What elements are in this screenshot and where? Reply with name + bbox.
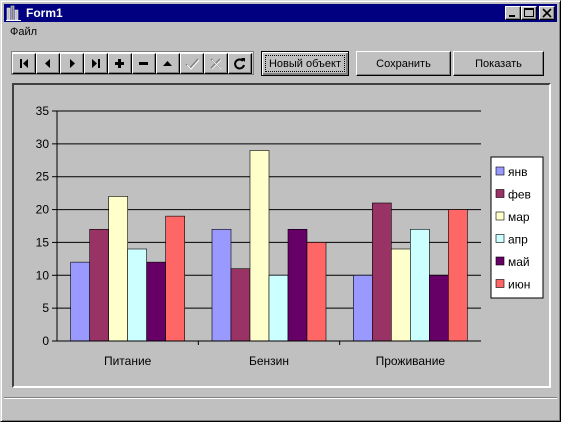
x-category-label: Проживание: [376, 354, 446, 368]
cancel-x-icon: [210, 58, 222, 70]
legend-label: мар: [508, 210, 530, 224]
bar-апр-2: [410, 228, 430, 342]
new-object-button[interactable]: Новый объект: [261, 51, 349, 76]
nav-refresh-button[interactable]: [228, 53, 252, 74]
legend-swatch: [495, 256, 505, 266]
save-button[interactable]: Сохранить: [356, 51, 451, 76]
y-tick-label: 10: [36, 268, 50, 282]
legend-swatch: [495, 279, 505, 288]
bar-апр-0: [127, 248, 147, 342]
chart-panel: 0 5 10 15 20 25 30 35 Питание Бензин Проживание я…: [12, 83, 551, 388]
bar-апр-1: [268, 274, 289, 342]
bar-мар-2: [391, 248, 411, 342]
y-tick-label: 30: [36, 137, 50, 151]
y-tick-label: 20: [36, 203, 50, 217]
bar-июн-0: [165, 215, 185, 342]
bar-май-1: [287, 228, 308, 342]
x-axis: Питание Бензин Проживание: [57, 340, 481, 368]
minimize-button[interactable]: [505, 6, 521, 20]
legend-label: июн: [508, 278, 530, 292]
y-tick-label: 5: [42, 301, 49, 315]
legend-label: апр: [508, 233, 528, 247]
status-bar: [4, 397, 557, 399]
legend-swatch: [495, 211, 505, 221]
nav-cancel-button[interactable]: [204, 53, 228, 74]
prior-record-icon: [45, 59, 50, 68]
check-icon: [185, 58, 200, 70]
y-tick-label: 35: [36, 104, 50, 118]
legend-label: фев: [508, 188, 531, 202]
bar-мар-0: [108, 196, 128, 342]
first-record-icon: [20, 59, 28, 68]
bar-chart: 0 5 10 15 20 25 30 35 Питание Бензин Проживание я…: [36, 104, 544, 368]
refresh-icon: [234, 58, 245, 70]
legend: янв фев мар апр май июн: [490, 156, 544, 299]
bar-фев-2: [372, 202, 392, 342]
save-label: Сохранить: [376, 57, 431, 70]
y-axis: 0 5 10 15 20 25 30 35: [36, 104, 58, 348]
maximize-icon: [524, 8, 534, 17]
app-icon: [6, 5, 21, 21]
title-bar[interactable]: Form1: [4, 4, 557, 22]
show-label: Показать: [475, 57, 522, 70]
nav-post-button[interactable]: [180, 53, 204, 74]
bar-май-2: [429, 274, 449, 342]
nav-insert-button[interactable]: [108, 53, 132, 74]
legend-label: май: [508, 255, 530, 269]
close-button[interactable]: [539, 6, 555, 20]
bar-фев-1: [230, 268, 251, 342]
legend-swatch: [495, 166, 505, 176]
bar-июн-1: [306, 242, 327, 342]
bars: [70, 150, 468, 342]
menu-file[interactable]: Файл: [10, 26, 38, 38]
legend-label: янв: [508, 165, 528, 179]
nav-last-button[interactable]: [84, 53, 108, 74]
y-tick-label: 25: [36, 170, 50, 184]
bar-май-0: [146, 261, 166, 342]
bar-фев-0: [89, 228, 109, 342]
maximize-button[interactable]: [521, 6, 537, 20]
menu-bar: Файл: [4, 23, 557, 41]
focus-rect: [265, 55, 345, 72]
y-tick-label: 0: [42, 334, 49, 348]
legend-box: [490, 156, 544, 299]
minus-icon: [139, 62, 148, 65]
nav-delete-button[interactable]: [132, 53, 156, 74]
legend-swatch: [495, 234, 505, 243]
bar-июн-2: [448, 209, 468, 342]
nav-prior-button[interactable]: [36, 53, 60, 74]
bar-янв-1: [211, 228, 232, 342]
show-button[interactable]: Показать: [453, 51, 544, 76]
bar-янв-0: [70, 261, 90, 342]
next-record-icon: [70, 59, 75, 68]
minimize-icon: [509, 15, 515, 17]
nav-edit-button[interactable]: [156, 53, 180, 74]
x-category-label: Питание: [104, 354, 152, 368]
bar-янв-2: [353, 274, 373, 342]
legend-swatch: [495, 189, 505, 198]
bar-мар-1: [249, 150, 270, 342]
plus-icon: [115, 59, 124, 68]
last-record-icon: [92, 59, 100, 68]
window-title: Form1: [26, 6, 63, 20]
close-icon: [542, 8, 552, 18]
db-navigator: [11, 51, 254, 75]
edit-up-icon: [163, 61, 172, 66]
x-category-label: Бензин: [249, 354, 289, 368]
nav-first-button[interactable]: [12, 53, 36, 74]
new-object-label: Новый объект: [268, 57, 342, 70]
y-tick-label: 15: [36, 235, 50, 249]
nav-next-button[interactable]: [60, 53, 84, 74]
